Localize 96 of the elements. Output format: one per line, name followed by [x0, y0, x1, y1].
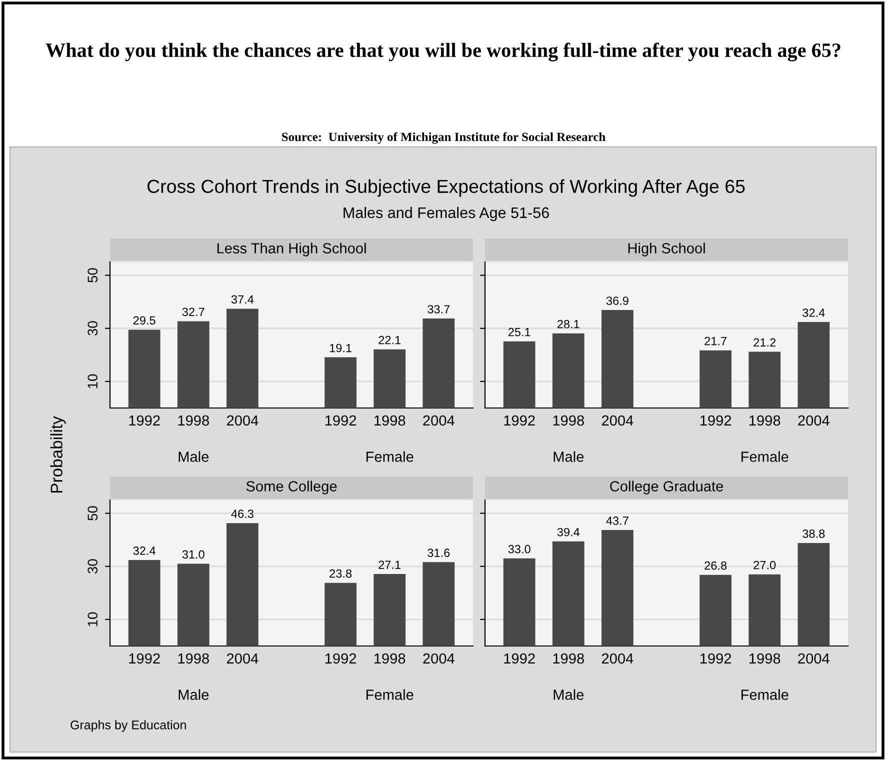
y-tick-label: 10 — [88, 374, 98, 388]
x-tick-label: 1998 — [750, 653, 780, 664]
x-tick-label: 1998 — [374, 653, 406, 664]
data-label: 29.5 — [133, 316, 156, 325]
chart-title: Less Than High School — [217, 242, 366, 256]
bar — [226, 308, 258, 408]
x-tick-label: 2004 — [602, 415, 634, 426]
data-label: 21.7 — [704, 336, 726, 346]
bar — [748, 574, 781, 646]
data-label: 36.9 — [606, 296, 628, 305]
chart-title: High School — [628, 242, 705, 256]
data-label: 33.7 — [428, 305, 450, 314]
x-tick-label: 2004 — [423, 653, 454, 664]
data-label: 19.1 — [330, 344, 352, 352]
data-label: 38.8 — [802, 530, 825, 538]
data-label: 37.4 — [231, 295, 254, 304]
bar — [503, 558, 536, 646]
chart-title: College Graduate — [610, 480, 724, 494]
x-tick-label: 1992 — [700, 653, 732, 664]
x-tick-label: 2004 — [226, 415, 258, 426]
x-tick-label: 1998 — [178, 653, 209, 664]
bar — [602, 310, 634, 408]
x-tick-label: 1992 — [504, 415, 535, 426]
data-label: 27.0 — [754, 560, 776, 570]
bar — [324, 582, 356, 646]
x-tick-label: 1992 — [325, 415, 356, 426]
bar — [748, 352, 781, 408]
bar — [128, 330, 160, 408]
y-tick-label: 10 — [88, 612, 98, 626]
x-tick-label: 2004 — [602, 653, 634, 664]
x-tick-label: 2004 — [226, 653, 258, 664]
x-tick-label: 2004 — [423, 415, 454, 426]
x-tick-label: 1992 — [129, 653, 160, 664]
bar — [602, 530, 634, 646]
x-tick-label: 1992 — [504, 653, 535, 664]
data-label: 33.0 — [508, 544, 530, 554]
text: Male — [554, 451, 584, 462]
bar — [700, 350, 732, 408]
data-label: 22.1 — [378, 336, 401, 344]
y-tick-label: 50 — [88, 506, 98, 520]
text: Source: University of Michigan Institute for Social Research — [282, 132, 606, 144]
data-label: 28.1 — [558, 320, 580, 328]
data-label: 31.0 — [182, 550, 204, 559]
data-label: 26.8 — [704, 561, 727, 570]
bar — [226, 523, 258, 646]
x-tick-label: 1998 — [750, 415, 780, 426]
bar — [374, 349, 406, 408]
text: Male — [178, 689, 209, 700]
text: Female — [366, 689, 414, 700]
bar — [177, 564, 210, 646]
x-tick-label: 1992 — [325, 653, 356, 664]
text: What do you think the chances are that you will be working full-time after you reach age 65? — [46, 42, 840, 62]
data-label: 23.8 — [330, 569, 352, 578]
text: Male — [554, 689, 584, 700]
data-label: 32.7 — [182, 308, 204, 316]
bar — [503, 341, 536, 408]
bar — [422, 562, 455, 646]
data-label: 31.6 — [428, 548, 450, 558]
x-tick-label: 1992 — [129, 415, 160, 426]
text: Probability — [50, 416, 66, 493]
x-tick-label: 2004 — [798, 415, 830, 426]
y-tick-label: 30 — [88, 559, 98, 574]
bar — [422, 318, 455, 408]
text: Cross Cohort Trends in Subjective Expectations of Working After Age 65 — [148, 179, 745, 197]
bar — [798, 543, 830, 646]
text: Males and Females Age 51-56 — [344, 206, 549, 222]
text: Male — [178, 451, 209, 462]
bar — [177, 321, 210, 408]
text: Female — [741, 689, 788, 700]
bar — [128, 560, 160, 646]
bar — [552, 541, 584, 646]
x-tick-label: 1992 — [700, 415, 732, 426]
data-label: 21.2 — [754, 338, 776, 346]
data-label: 46.3 — [231, 510, 254, 518]
bar — [700, 574, 732, 646]
text: Female — [366, 451, 414, 462]
bar — [798, 322, 830, 408]
data-label: 27.1 — [378, 560, 401, 569]
bar — [374, 574, 406, 646]
x-tick-label: 1998 — [178, 415, 209, 426]
text: Graphs by Education — [70, 720, 186, 732]
x-tick-label: 1998 — [374, 415, 406, 426]
bar — [552, 333, 584, 408]
data-label: 39.4 — [557, 528, 580, 536]
data-label: 32.4 — [802, 308, 825, 317]
y-tick-label: 50 — [88, 268, 98, 282]
y-tick-label: 30 — [88, 321, 98, 336]
data-label: 43.7 — [606, 516, 628, 525]
bar — [324, 357, 356, 408]
chart-title: Some College — [246, 480, 337, 494]
x-tick-label: 1998 — [553, 415, 584, 426]
data-label: 25.1 — [508, 328, 530, 336]
x-tick-label: 2004 — [798, 653, 830, 664]
data-label: 32.4 — [133, 546, 156, 555]
text: Female — [741, 451, 788, 462]
x-tick-label: 1998 — [553, 653, 584, 664]
